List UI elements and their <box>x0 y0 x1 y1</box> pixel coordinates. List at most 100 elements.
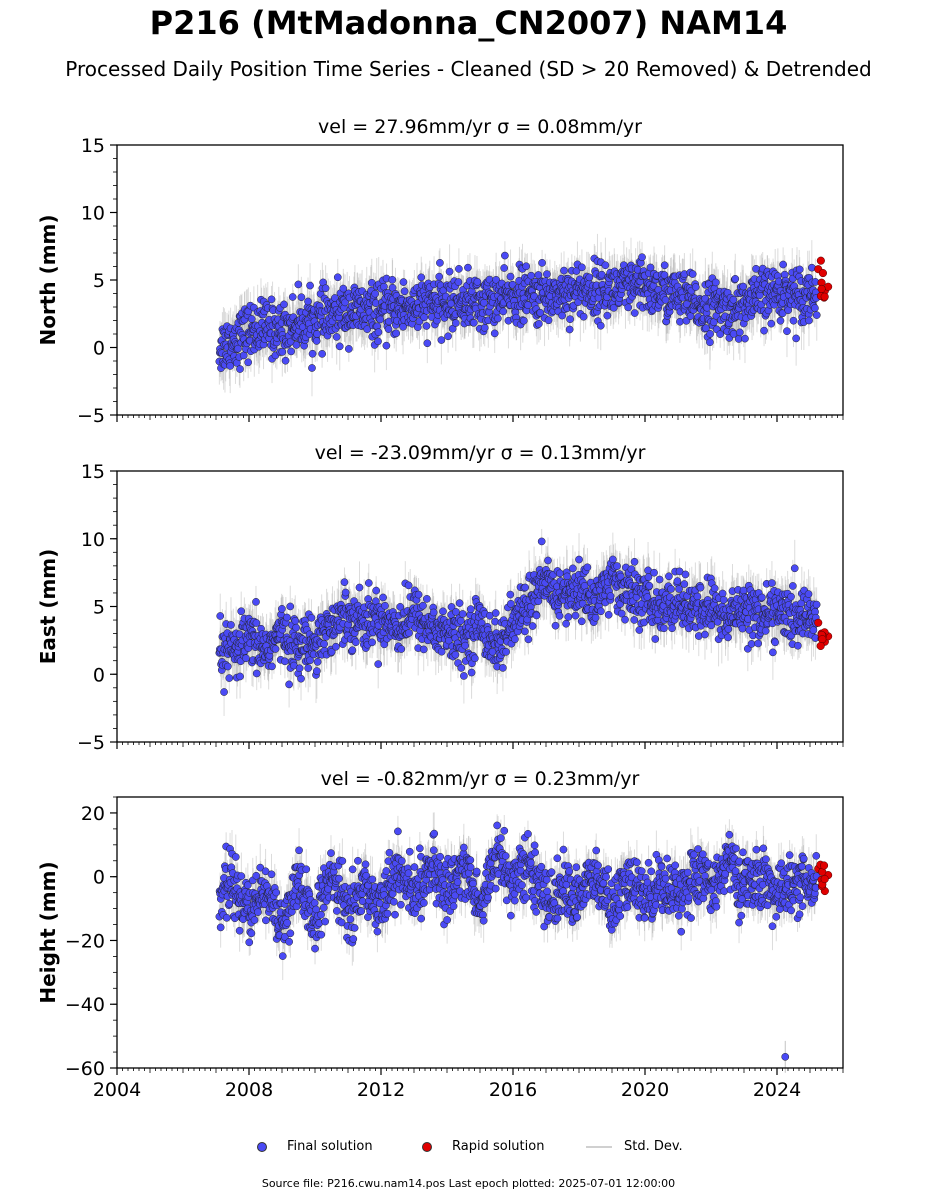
final-solution-point <box>216 612 225 620</box>
final-solution-point <box>506 272 515 281</box>
final-solution-point <box>464 263 472 272</box>
final-solution-point <box>423 339 432 348</box>
final-solution-point <box>313 667 321 675</box>
final-solution-point <box>341 588 350 597</box>
final-solution-point <box>320 640 329 648</box>
final-solution-point <box>297 293 306 302</box>
y-tick-label: 15 <box>81 135 105 157</box>
final-solution-point <box>812 311 821 319</box>
final-solution-point <box>335 342 344 351</box>
final-solution-point <box>340 578 349 587</box>
final-solution-point <box>220 688 228 696</box>
y-tick-label: 10 <box>81 203 105 225</box>
final-solution-point <box>252 669 261 678</box>
final-solution-point <box>741 334 749 343</box>
final-solution-point <box>609 303 618 312</box>
final-solution-point <box>501 251 509 260</box>
final-solution-point <box>661 296 670 304</box>
final-solution-point <box>297 674 305 683</box>
final-solution-point <box>236 672 244 681</box>
final-solution-point <box>304 297 312 306</box>
final-solution-point <box>560 266 568 275</box>
final-solution-point <box>420 313 429 322</box>
final-solution-point <box>271 645 280 653</box>
final-solution-point <box>638 253 646 262</box>
final-solution-point <box>783 327 791 336</box>
final-solution-point <box>304 664 313 672</box>
final-solution-point <box>225 674 234 682</box>
final-solution-point <box>435 272 444 281</box>
y-tick-label: 0 <box>93 338 105 360</box>
final-solution-point <box>603 311 612 320</box>
final-solution-point <box>451 319 460 327</box>
final-solution-point <box>252 619 261 627</box>
final-solution-point <box>558 311 566 320</box>
final-solution-point <box>281 356 290 365</box>
final-solution-point <box>392 329 401 338</box>
final-solution-point <box>492 276 500 284</box>
final-solution-point <box>341 298 349 307</box>
final-solution-point <box>536 308 545 317</box>
final-solution-point <box>534 271 543 279</box>
final-solution-point <box>688 270 697 278</box>
final-solution-point <box>268 662 276 671</box>
final-solution-point <box>399 278 408 286</box>
rapid-solution-point <box>820 292 829 301</box>
final-solution-point <box>344 345 353 353</box>
final-solution-point <box>374 337 382 346</box>
y-axis-label: North (mm) <box>36 214 60 345</box>
final-solution-point <box>332 642 340 651</box>
final-solution-point <box>339 284 348 293</box>
final-solution-point <box>223 662 232 671</box>
final-solution-point <box>579 312 588 321</box>
final-solution-point <box>287 347 295 356</box>
y-axis-label: East (mm) <box>36 549 60 665</box>
final-solution-point <box>691 283 700 291</box>
final-solution-point <box>500 264 509 272</box>
final-solution-point <box>306 281 314 290</box>
panel-title: vel = 27.96mm/yr σ = 0.08mm/yr <box>318 116 642 138</box>
final-solution-point <box>811 304 819 312</box>
final-solution-point <box>792 334 800 343</box>
final-solution-point <box>384 325 393 333</box>
final-solution-point <box>565 325 574 334</box>
final-solution-point <box>544 316 553 325</box>
final-solution-point <box>499 307 508 316</box>
final-solution-point <box>422 322 431 330</box>
final-solution-point <box>291 617 300 625</box>
final-solution-point <box>313 657 322 666</box>
final-solution-point <box>646 263 655 272</box>
final-solution-point <box>519 316 528 325</box>
final-solution-point <box>294 280 303 289</box>
final-solution-point <box>490 329 499 338</box>
final-solution-point <box>382 341 391 350</box>
final-solution-point <box>630 309 639 317</box>
final-solution-point <box>236 365 244 373</box>
final-solution-point <box>237 607 246 616</box>
final-solution-point <box>318 350 326 358</box>
final-solution-point <box>716 330 725 338</box>
final-solution-point <box>244 358 252 367</box>
final-solution-point <box>538 259 546 267</box>
final-solution-point <box>285 680 293 689</box>
final-solution-point <box>363 325 372 333</box>
final-solution-point <box>739 282 748 291</box>
final-solution-point <box>267 295 276 304</box>
final-solution-point <box>283 613 291 622</box>
rapid-solution-point <box>817 284 826 293</box>
final-solution-point <box>239 351 248 360</box>
y-tick-label: 5 <box>93 270 105 292</box>
final-solution-point <box>280 300 288 309</box>
final-solution-point <box>295 664 304 673</box>
final-solution-point <box>660 261 669 270</box>
final-solution-point <box>660 271 669 279</box>
final-solution-point <box>760 326 768 335</box>
final-solution-point <box>445 267 454 276</box>
final-solution-point <box>371 289 379 298</box>
final-solution-point <box>308 364 316 372</box>
final-solution-point <box>776 316 785 325</box>
final-solution-point <box>779 260 787 269</box>
final-solution-point <box>307 613 316 622</box>
final-solution-point <box>252 598 260 606</box>
